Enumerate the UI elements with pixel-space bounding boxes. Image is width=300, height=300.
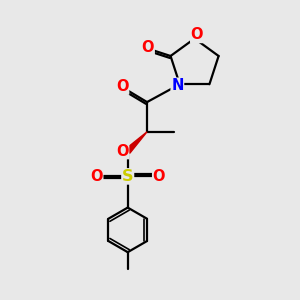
Text: O: O bbox=[116, 144, 129, 159]
Polygon shape bbox=[126, 132, 147, 153]
Text: O: O bbox=[142, 40, 154, 55]
Text: O: O bbox=[90, 169, 103, 184]
Text: O: O bbox=[153, 169, 165, 184]
Text: N: N bbox=[171, 78, 184, 93]
Text: O: O bbox=[116, 79, 129, 94]
Text: S: S bbox=[122, 169, 134, 184]
Text: O: O bbox=[191, 28, 203, 43]
